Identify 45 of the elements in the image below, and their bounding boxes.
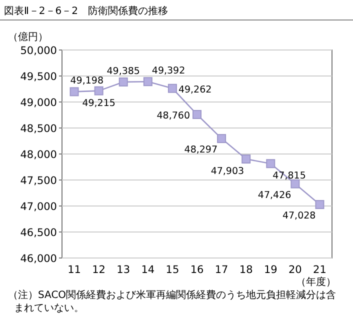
point	[192, 110, 202, 119]
text: 49,215	[82, 98, 116, 109]
text: 49,198	[70, 76, 104, 87]
text: 49,385	[106, 66, 140, 77]
text: 48,297	[184, 144, 218, 156]
point	[217, 134, 226, 144]
text: （注）SACO関係経費および米軍再編関係経費のうち地元負担軽減分は含まれていない。	[8, 289, 336, 314]
y-tick-label: 46,000	[20, 253, 57, 265]
y-tick-label: 47,000	[20, 201, 57, 213]
text: 49,392	[152, 66, 186, 77]
point	[168, 84, 177, 93]
y-tick-label: 48,000	[20, 149, 57, 161]
point	[242, 154, 251, 164]
point	[118, 77, 128, 86]
text: 47,426	[258, 190, 292, 201]
point	[70, 87, 79, 96]
x-tick-label: 11	[68, 264, 81, 276]
y-tick-label: 46,500	[20, 227, 57, 239]
x-tick-label: 15	[166, 264, 180, 276]
chart-title: 図表Ⅱ－2－6－2 防衛関係費の推移	[4, 5, 168, 17]
x-axis-title: （年度）	[296, 276, 336, 288]
y-tick-label: 49,500	[20, 71, 57, 83]
x-tick-label: 19	[264, 264, 278, 276]
text: 47,815	[272, 170, 306, 182]
y-axis-title: （億円）	[8, 31, 48, 43]
x-tick-label: 18	[239, 264, 253, 276]
point	[143, 77, 152, 86]
x-tick-label: 20	[288, 264, 302, 276]
x-tick-label: 17	[214, 264, 228, 276]
text: 48,760	[156, 110, 190, 122]
text: 49,262	[178, 84, 212, 96]
x-tick-label: 16	[190, 264, 204, 276]
x-tick-label: 13	[116, 264, 130, 276]
y-tick-label: 50,000	[20, 45, 57, 57]
y-tick-label: 48,500	[20, 123, 57, 135]
x-tick-label: 14	[141, 264, 155, 276]
x-tick-label: 12	[92, 264, 106, 276]
text: 47,903	[210, 166, 244, 178]
point	[266, 159, 276, 168]
y-tick-label: 47,500	[20, 175, 57, 187]
x-tick-label: 21	[313, 264, 326, 276]
point	[315, 200, 324, 210]
text: 47,028	[282, 210, 316, 222]
point	[94, 86, 104, 96]
y-tick-label: 49,000	[20, 97, 57, 109]
